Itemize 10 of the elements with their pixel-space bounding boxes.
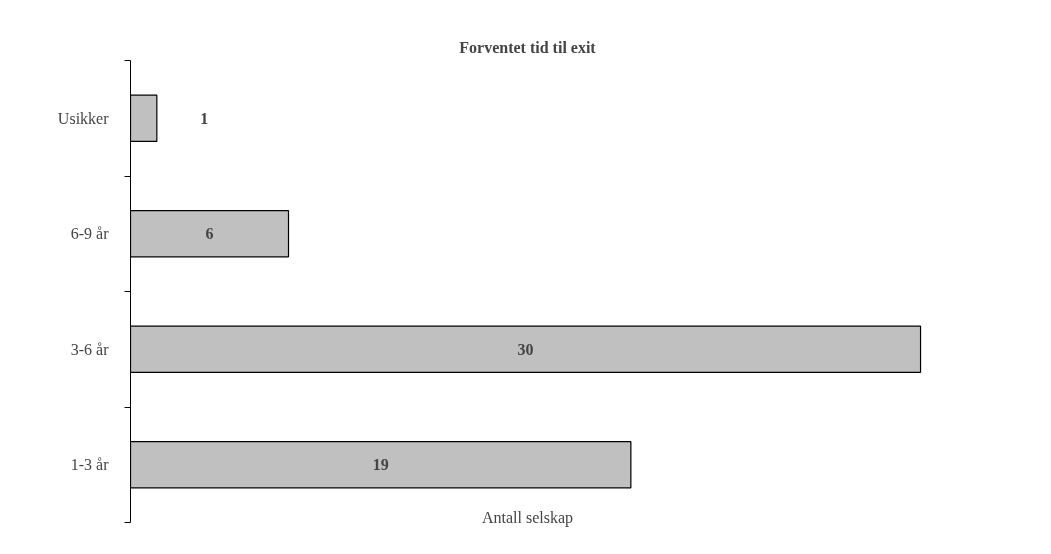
data-label: 30 [517, 340, 534, 358]
x-axis-title: Antall selskap [481, 508, 574, 527]
y-tick-label: 6-9 år [70, 225, 110, 243]
y-tick-label: 1-3 år [70, 456, 110, 474]
y-tick-label: 3-6 år [70, 340, 110, 358]
chart-title: Forventet tid til exit [459, 38, 597, 56]
data-label: 1 [200, 109, 209, 127]
data-label: 19 [372, 456, 389, 474]
data-label: 6 [205, 225, 214, 243]
y-tick-label: Usikker [57, 109, 110, 127]
